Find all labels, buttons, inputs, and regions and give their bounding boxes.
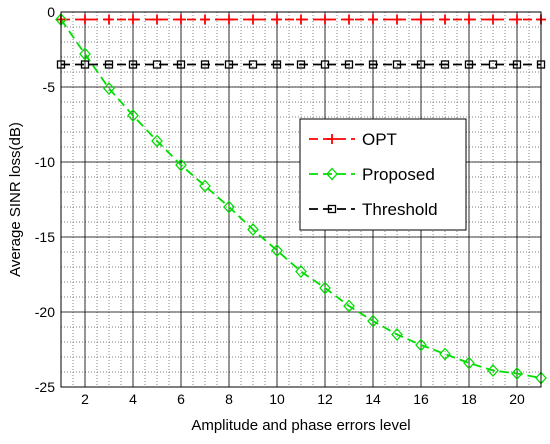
data-point-diamond [319,281,331,295]
data-point-square [80,60,90,69]
legend-item-threshold: Threshold [309,200,438,219]
series-line [60,18,542,379]
data-point-square [176,60,186,69]
data-point-square [327,204,337,214]
data-point-diamond [326,167,338,181]
data-point-plus [152,14,162,25]
data-point-square [104,60,114,69]
x-tick-label: 12 [317,391,333,407]
data-point-diamond [271,244,283,257]
x-tick-label: 20 [509,391,525,407]
data-point-plus [327,134,337,144]
data-point-square [320,60,330,69]
y-tick-label: -5 [43,79,56,95]
data-point-plus [224,14,234,25]
data-point-diamond [415,338,427,352]
data-point-square [416,60,426,69]
data-point-square [488,60,498,69]
data-point-square [224,60,234,69]
y-tick-label: -10 [35,154,55,170]
plot-frame [60,11,542,388]
data-point-square [296,60,306,69]
data-point-plus [416,14,426,25]
data-point-plus [248,14,258,25]
data-point-diamond [511,367,523,380]
data-point-diamond [151,134,163,148]
data-point-diamond [175,158,187,172]
legend-label: Proposed [362,165,435,184]
data-point-plus [392,14,402,25]
data-point-diamond [247,223,259,236]
data-point-square [152,60,162,69]
data-point-plus [512,14,522,25]
legend: OPT Proposed Threshold [299,118,467,231]
data-point-square [272,60,282,69]
data-point-diamond [487,364,499,377]
x-tick-label: 8 [225,391,233,407]
data-point-plus [80,14,90,25]
data-point-diamond [391,328,403,341]
data-point-diamond [79,47,91,61]
data-point-plus [104,14,114,25]
data-point-plus [344,14,354,25]
y-tick-label: 0 [47,4,55,20]
data-point-diamond [463,356,475,370]
data-point-square [512,60,522,69]
x-axis-title: Amplitude and phase errors level [191,417,410,434]
series-proposed [55,13,547,385]
data-point-plus [128,14,138,25]
data-point-square [440,60,450,69]
y-axis-title: Average SINR loss(dB) [7,122,24,277]
series-threshold [56,60,546,69]
data-point-plus [464,14,474,25]
data-point-square [392,60,402,69]
series-layer [55,13,547,385]
data-point-plus [296,14,306,25]
data-point-plus [272,14,282,25]
x-tick-label: 4 [129,391,137,407]
x-tick-label: 6 [177,391,185,407]
data-point-plus [320,14,330,25]
data-point-square [200,60,210,69]
x-tick-label: 2 [81,391,89,407]
y-axis-ticks: 0 -5 -10 -15 -20 -25 [35,4,55,395]
x-tick-label: 16 [413,391,429,407]
data-point-square [344,60,354,69]
data-point-plus [440,14,450,25]
data-point-diamond [439,347,451,361]
data-point-diamond [127,109,139,122]
data-point-square [464,60,474,69]
data-point-plus [200,14,210,25]
data-point-diamond [367,314,379,328]
y-tick-label: -25 [35,379,55,395]
data-point-diamond [295,265,307,278]
data-point-diamond [199,179,211,193]
x-tick-label: 10 [269,391,285,407]
data-point-diamond [223,200,235,214]
data-point-square [128,60,138,69]
legend-label: Threshold [362,200,438,219]
legend-item-opt: OPT [309,130,397,149]
legend-label: OPT [362,130,397,149]
y-tick-label: -20 [35,304,55,320]
data-point-diamond [343,299,355,313]
data-point-plus [176,14,186,25]
x-tick-label: 14 [365,391,381,407]
x-axis-ticks: 2 4 6 8 10 12 14 16 18 20 [81,391,525,407]
series-opt [56,14,546,25]
data-point-square [248,60,258,69]
x-tick-label: 18 [461,391,477,407]
data-point-plus [368,14,378,25]
data-point-square [368,60,378,69]
data-point-plus [488,14,498,25]
legend-item-proposed: Proposed [309,165,435,184]
data-point-diamond [103,82,115,95]
y-tick-label: -15 [35,229,55,245]
